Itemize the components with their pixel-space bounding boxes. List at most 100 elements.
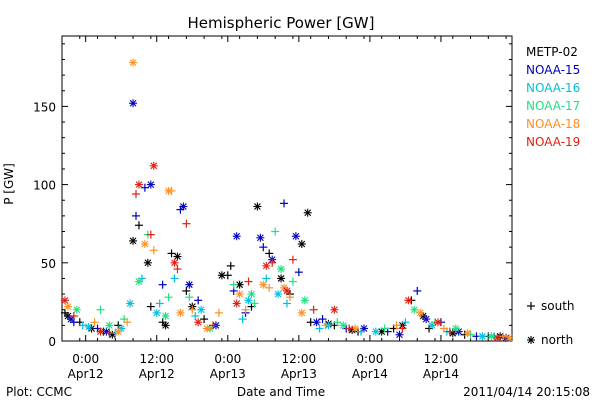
north-point <box>433 318 442 327</box>
south-point <box>155 299 164 308</box>
x-tick-label-date: Apr14 <box>423 367 459 381</box>
marker-legend-symbol-plus <box>527 302 535 310</box>
south-point <box>200 315 209 324</box>
north-point <box>463 329 472 338</box>
north-point <box>72 305 81 314</box>
south-point <box>164 293 173 302</box>
north-point <box>129 58 138 67</box>
legend-entry: NOAA-17 <box>526 99 580 113</box>
south-point <box>241 305 250 314</box>
x-tick-label-date: Apr12 <box>68 367 104 381</box>
north-point <box>277 274 286 283</box>
south-point <box>271 227 280 236</box>
north-point <box>478 332 487 341</box>
south-point <box>283 299 291 308</box>
north-point <box>149 161 158 170</box>
south-point <box>214 308 223 317</box>
south-point <box>105 329 114 338</box>
legend-entry: NOAA-15 <box>526 63 580 77</box>
north-point <box>84 322 93 331</box>
x-tick-label-date: Apr13 <box>281 367 317 381</box>
south-point <box>226 261 235 270</box>
south-point <box>333 318 342 327</box>
south-point <box>90 318 99 327</box>
north-point <box>96 327 105 336</box>
south-point <box>265 249 274 258</box>
south-point <box>167 249 176 258</box>
south-point <box>357 327 366 336</box>
south-point <box>318 315 327 324</box>
y-tick-label: 50 <box>41 257 56 271</box>
south-point <box>146 302 155 311</box>
south-point <box>413 286 422 295</box>
north-point <box>410 305 419 314</box>
south-point <box>229 280 238 289</box>
south-point <box>294 268 303 277</box>
south-point <box>309 305 318 314</box>
plot-frame <box>61 35 513 342</box>
south-point <box>208 321 217 330</box>
north-point <box>416 308 425 317</box>
north-point <box>339 321 348 330</box>
south-point <box>173 265 182 274</box>
north-point <box>179 202 188 211</box>
south-point <box>345 324 354 333</box>
north-point <box>274 290 283 299</box>
north-point <box>152 308 161 317</box>
south-point <box>194 296 203 305</box>
north-point <box>134 180 143 189</box>
x-tick-label-date: Apr14 <box>352 367 388 381</box>
north-point <box>161 321 170 330</box>
north-point <box>63 302 72 311</box>
north-point <box>505 333 514 342</box>
south-point <box>191 311 200 320</box>
legend-entry: NOAA-16 <box>526 81 580 95</box>
y-axis-label: P [GW] <box>2 163 16 205</box>
south-point <box>132 211 141 220</box>
north-point <box>262 261 271 270</box>
south-point <box>259 243 268 252</box>
legend-entry: METP-02 <box>526 45 578 59</box>
south-point <box>380 324 389 333</box>
north-point <box>143 258 152 267</box>
south-point <box>182 219 191 228</box>
north-point <box>256 233 265 242</box>
south-point <box>149 246 158 255</box>
south-point <box>499 332 508 341</box>
footer-timestamp: 2011/04/14 20:15:08 <box>463 385 590 399</box>
north-point <box>176 308 185 317</box>
north-point <box>244 296 253 305</box>
north-point <box>134 277 143 286</box>
data-points <box>60 58 514 342</box>
north-point <box>105 321 114 330</box>
south-point <box>288 255 297 264</box>
x-tick-label-date: Apr12 <box>139 367 175 381</box>
south-point <box>439 324 448 333</box>
north-point <box>235 290 244 299</box>
south-point <box>123 318 132 327</box>
north-point <box>197 305 206 314</box>
marker-legend-label: south <box>541 299 575 313</box>
north-point <box>194 318 203 327</box>
y-tick-label: 100 <box>33 179 56 193</box>
x-tick-label-time: 0:00 <box>72 352 99 366</box>
y-tick-label: 150 <box>33 100 56 114</box>
north-point <box>330 305 339 314</box>
y-tick-label: 0 <box>48 335 56 349</box>
south-point <box>69 311 78 320</box>
south-point <box>445 327 454 336</box>
north-point <box>247 290 256 299</box>
north-point <box>297 240 306 249</box>
north-point <box>146 180 155 189</box>
north-point <box>451 324 460 333</box>
x-tick-label-date: Apr13 <box>210 367 246 381</box>
north-point <box>129 99 138 108</box>
marker-legend: south north <box>527 299 575 347</box>
legend-entry: NOAA-18 <box>526 117 580 131</box>
south-point <box>132 189 141 198</box>
south-point <box>185 293 194 302</box>
x-axis-label: Date and Time <box>237 385 325 399</box>
north-point <box>114 327 123 336</box>
south-point <box>158 280 167 289</box>
north-point <box>140 240 149 249</box>
